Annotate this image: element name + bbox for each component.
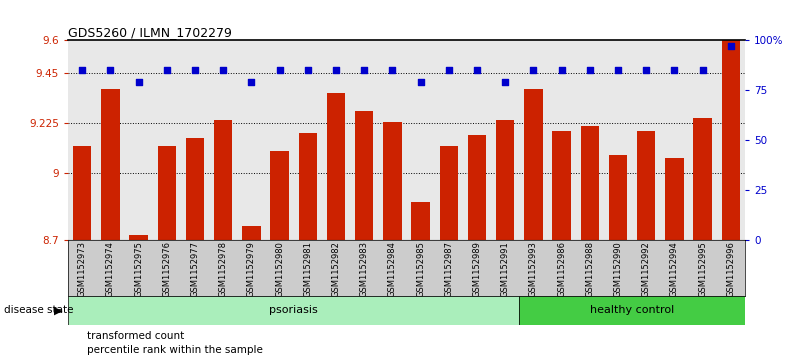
Text: ▶: ▶ xyxy=(54,305,63,315)
Bar xyxy=(68,296,519,325)
Bar xyxy=(355,111,373,240)
Bar xyxy=(468,135,486,240)
Point xyxy=(555,67,568,73)
Text: GSM1152987: GSM1152987 xyxy=(445,241,453,297)
Bar xyxy=(519,296,745,325)
Point xyxy=(160,67,173,73)
Point xyxy=(132,79,145,85)
Point xyxy=(386,67,399,73)
Text: GSM1152983: GSM1152983 xyxy=(360,241,368,297)
Point xyxy=(668,67,681,73)
Bar xyxy=(327,93,345,240)
Point xyxy=(76,67,89,73)
Bar xyxy=(496,120,514,240)
Bar xyxy=(214,120,232,240)
Point xyxy=(329,67,342,73)
Point xyxy=(724,43,737,49)
Bar xyxy=(242,226,260,240)
Point xyxy=(188,67,201,73)
Point xyxy=(583,67,596,73)
Bar xyxy=(553,131,571,240)
Text: GSM1152986: GSM1152986 xyxy=(557,241,566,297)
Point xyxy=(612,67,625,73)
Text: disease state: disease state xyxy=(4,305,74,315)
Bar xyxy=(524,89,542,240)
Text: GDS5260 / ILMN_1702279: GDS5260 / ILMN_1702279 xyxy=(68,26,232,39)
Point xyxy=(442,67,455,73)
Text: GSM1152990: GSM1152990 xyxy=(614,241,622,297)
Text: GSM1152980: GSM1152980 xyxy=(275,241,284,297)
Text: GSM1152996: GSM1152996 xyxy=(727,241,735,297)
Text: GSM1152988: GSM1152988 xyxy=(586,241,594,297)
Text: GSM1152978: GSM1152978 xyxy=(219,241,227,297)
Bar xyxy=(412,202,430,240)
Text: percentile rank within the sample: percentile rank within the sample xyxy=(87,345,263,355)
Bar xyxy=(581,126,599,240)
Bar xyxy=(440,146,458,240)
Text: GSM1152985: GSM1152985 xyxy=(416,241,425,297)
Text: GSM1152973: GSM1152973 xyxy=(78,241,87,297)
Bar xyxy=(130,235,147,240)
Bar xyxy=(666,158,683,240)
Text: GSM1152995: GSM1152995 xyxy=(698,241,707,297)
Point xyxy=(640,67,653,73)
Bar xyxy=(73,146,91,240)
Point xyxy=(414,79,427,85)
Text: GSM1152982: GSM1152982 xyxy=(332,241,340,297)
Text: GSM1152993: GSM1152993 xyxy=(529,241,538,297)
Text: healthy control: healthy control xyxy=(590,305,674,315)
Bar xyxy=(158,146,176,240)
Point xyxy=(358,67,371,73)
Bar xyxy=(609,155,627,240)
Point xyxy=(273,67,286,73)
Bar xyxy=(186,138,204,240)
Text: psoriasis: psoriasis xyxy=(269,305,318,315)
Point xyxy=(245,79,258,85)
Text: GSM1152991: GSM1152991 xyxy=(501,241,509,297)
Point xyxy=(301,67,314,73)
Text: GSM1152981: GSM1152981 xyxy=(304,241,312,297)
Text: transformed count: transformed count xyxy=(87,331,183,341)
Point xyxy=(696,67,709,73)
Bar xyxy=(694,118,712,240)
Text: GSM1152979: GSM1152979 xyxy=(247,241,256,297)
Bar xyxy=(299,133,317,240)
Point xyxy=(217,67,230,73)
Point xyxy=(104,67,117,73)
Text: GSM1152992: GSM1152992 xyxy=(642,241,650,297)
Text: GSM1152994: GSM1152994 xyxy=(670,241,679,297)
Bar xyxy=(271,151,289,240)
Text: GSM1152989: GSM1152989 xyxy=(473,241,481,297)
Text: GSM1152975: GSM1152975 xyxy=(134,241,143,297)
Point xyxy=(471,67,484,73)
Text: GSM1152977: GSM1152977 xyxy=(191,241,199,297)
Point xyxy=(499,79,512,85)
Bar xyxy=(637,131,655,240)
Bar xyxy=(101,89,119,240)
Text: GSM1152976: GSM1152976 xyxy=(163,241,171,297)
Text: GSM1152974: GSM1152974 xyxy=(106,241,115,297)
Bar xyxy=(722,40,740,240)
Text: GSM1152984: GSM1152984 xyxy=(388,241,397,297)
Point xyxy=(527,67,540,73)
Bar xyxy=(383,122,401,240)
